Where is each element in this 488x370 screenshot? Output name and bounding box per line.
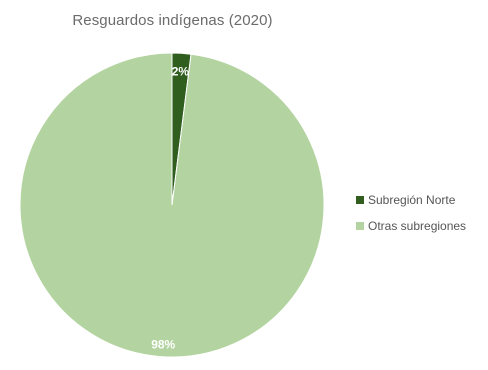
legend-swatch-otras-subregiones <box>356 222 364 230</box>
legend-item-subregion-norte: Subregión Norte <box>356 190 466 210</box>
pie-slice-1 <box>19 52 325 358</box>
legend: Subregión Norte Otras subregiones <box>356 190 466 242</box>
legend-item-otras-subregiones: Otras subregiones <box>356 216 466 236</box>
legend-label-subregion-norte: Subregión Norte <box>368 193 456 207</box>
chart-title: Resguardos indígenas (2020) <box>72 12 273 29</box>
pie-label-0: 2% <box>172 65 190 79</box>
legend-swatch-subregion-norte <box>356 196 364 204</box>
legend-label-otras-subregiones: Otras subregiones <box>368 219 467 233</box>
pie-chart: 2% 98% <box>19 52 325 358</box>
pie-label-1: 98% <box>151 338 175 352</box>
